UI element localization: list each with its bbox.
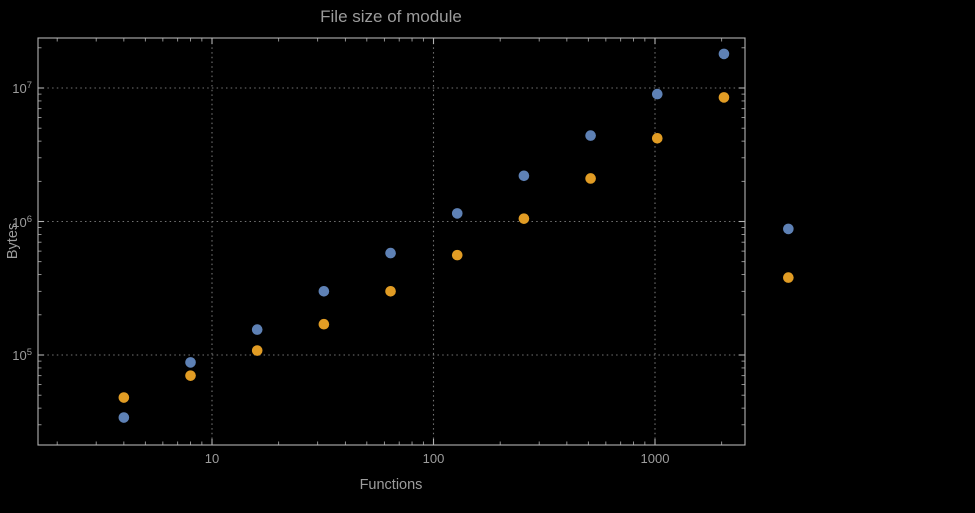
x-tick-label: 10 [204,451,220,466]
data-point-series-2-orange [318,318,330,330]
x-tick-label: 100 [422,451,445,466]
y-tick-label: 105 [12,346,32,364]
data-point-series-2-orange [518,213,530,224]
data-point-series-1-blue [385,247,396,259]
chart-title: File size of module [320,7,462,26]
data-point-series-1-blue [451,208,463,219]
data-point-series-2-orange [118,392,130,403]
data-point-series-2-orange [718,92,730,103]
data-point-series-2-orange [185,370,196,381]
data-point-series-2-orange [585,173,596,184]
data-point-series-1-blue [118,412,130,423]
x-axis-label: Functions [359,477,423,493]
y-tick-label: 106 [12,213,32,230]
data-point-series-2-orange [783,272,794,283]
data-point-series-1-blue [518,170,530,182]
x-tick-label: 1000 [640,451,670,466]
data-point-series-2-orange [451,249,463,261]
data-point-series-1-blue [585,130,596,141]
data-point-series-2-orange [651,132,663,144]
data-point-series-1-blue [718,48,730,60]
plot-frame [37,37,746,446]
y-tick-label: 107 [12,79,32,97]
data-point-series-1-blue [783,223,794,235]
data-point-series-1-blue [651,88,663,100]
data-point-series-2-orange [251,345,263,356]
data-point-series-2-orange [385,286,396,297]
data-point-series-1-blue [251,324,263,335]
data-point-series-1-blue [318,286,330,297]
data-point-series-1-blue [185,357,196,368]
